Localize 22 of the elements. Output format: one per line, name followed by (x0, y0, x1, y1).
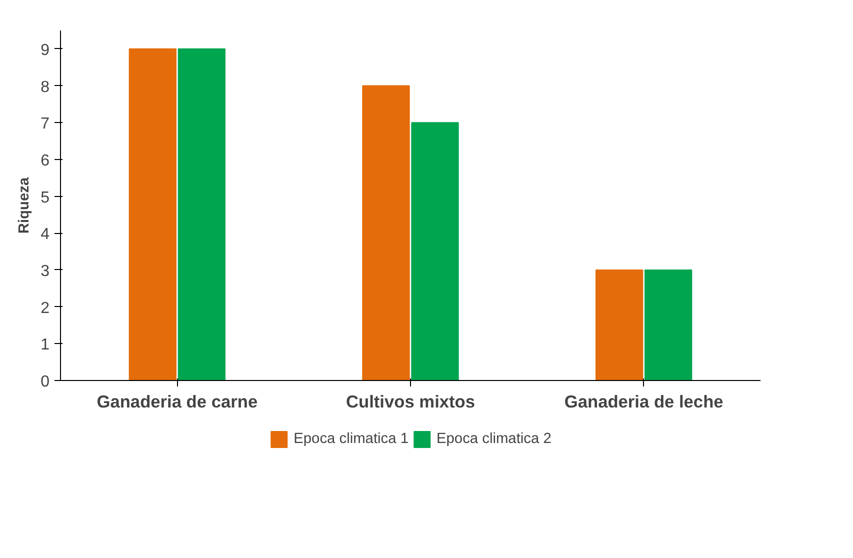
legend-label: Epoca climatica 1 (294, 431, 408, 447)
bar (644, 269, 692, 380)
y-tick-label: 0 (40, 374, 50, 390)
x-tick-label: Cultivos mixtos (346, 392, 476, 412)
y-tick-label: 7 (40, 116, 50, 133)
bar (411, 122, 459, 380)
y-tick-label: 5 (40, 189, 50, 206)
bar (128, 48, 176, 380)
legend-label: Epoca climatica 2 (436, 431, 552, 447)
x-tick-label: Ganaderia de carne (96, 392, 258, 412)
y-tick-label: 2 (40, 300, 50, 317)
y-tick-label: 8 (40, 78, 50, 96)
y-tick-label: 9 (40, 42, 50, 59)
bar (596, 269, 644, 380)
y-axis-title: Riqueza (16, 176, 33, 234)
bar (362, 85, 410, 380)
bar (178, 48, 226, 380)
y-tick-label: 6 (40, 152, 50, 170)
x-tick-label: Ganaderia de leche (564, 392, 724, 412)
y-tick-label: 4 (40, 226, 50, 244)
y-tick-label: 1 (40, 336, 50, 354)
y-tick-label: 3 (40, 262, 50, 280)
